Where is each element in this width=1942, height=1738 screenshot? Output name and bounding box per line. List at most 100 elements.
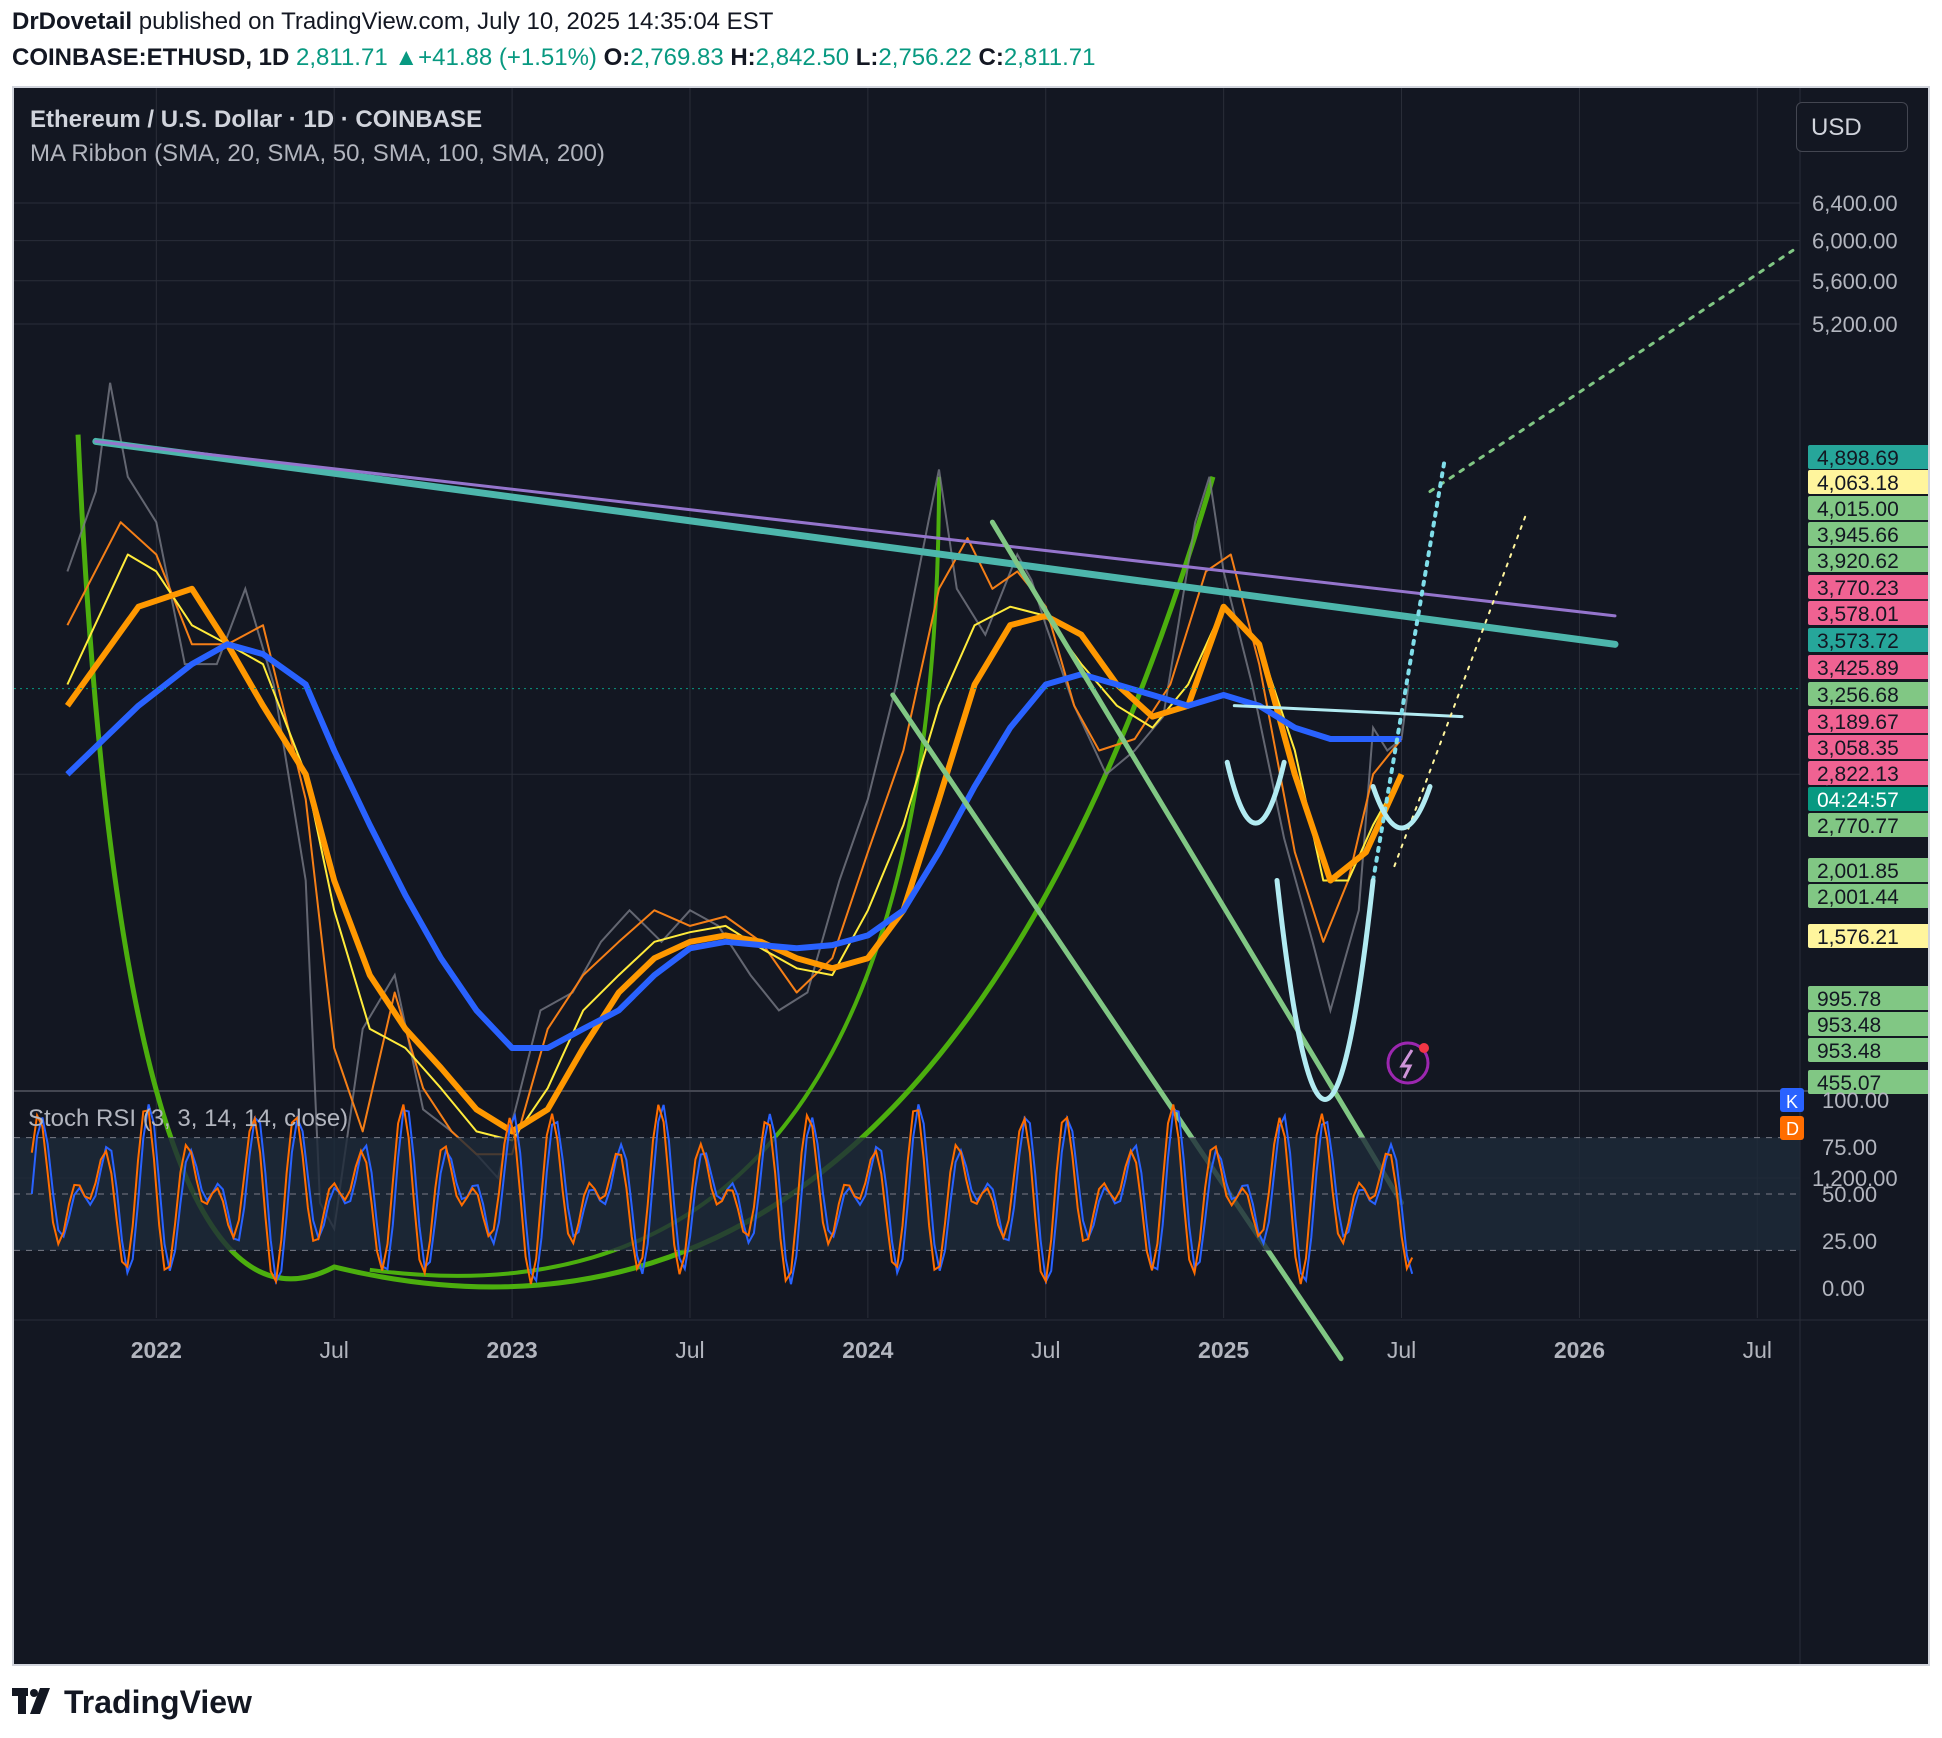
price-label-tag[interactable]: 2,822.13: [1808, 761, 1928, 786]
price-label-text: 1,576.21: [1817, 926, 1899, 949]
price-axis-label: 5,200.00: [1812, 312, 1898, 337]
price-label-bg: [1808, 924, 1928, 948]
price-label-bg: [1808, 709, 1928, 733]
time-axis-label: Jul: [1031, 1337, 1060, 1363]
drawing-neckline-teal[interactable]: [92, 437, 1619, 648]
price-label-text: 3,770.23: [1817, 577, 1899, 600]
handle-arc[interactable]: [1224, 759, 1287, 826]
stoch-legend[interactable]: Stoch RSI (3, 3, 14, 14, close): [28, 1105, 348, 1132]
price-label-bg: [1808, 1012, 1928, 1036]
open-label: O:: [603, 44, 631, 71]
price-label-bg: [1808, 1070, 1928, 1094]
price-label-tag[interactable]: 953.48: [1808, 1012, 1928, 1037]
price-label-text: 3,573.72: [1817, 630, 1899, 653]
change-value: +41.88 (+1.51%): [418, 44, 597, 71]
price-label-tag[interactable]: 3,058.35: [1808, 735, 1928, 760]
price-label-tag[interactable]: 04:24:57: [1808, 787, 1928, 812]
stoch-d-line[interactable]: [30, 1104, 1414, 1285]
price-label-tag[interactable]: 3,425.89: [1808, 655, 1928, 680]
d-badge-text: D: [1786, 1119, 1799, 1139]
price-label-text: 3,058.35: [1817, 737, 1899, 760]
price-axis-label: 6,400.00: [1812, 191, 1898, 216]
tv-logo-icon: [12, 1688, 50, 1714]
time-axis-label: 2025: [1198, 1337, 1249, 1363]
cup-curve-large[interactable]: [75, 434, 1216, 1290]
price-label-text: 2,822.13: [1817, 763, 1899, 786]
drawing-neckline-short[interactable]: [1232, 704, 1464, 719]
price-label-tag[interactable]: 3,573.72: [1808, 628, 1928, 653]
drawing-wedge-upper[interactable]: [989, 519, 1405, 1206]
price-label-text: 4,898.69: [1817, 447, 1899, 470]
drawing-proj-dotted-cyan[interactable]: [1371, 460, 1447, 883]
ma-line-sma-20[interactable]: [66, 521, 1403, 1156]
close-value: 2,811.71: [1003, 44, 1096, 71]
tradingview-logo[interactable]: TradingView: [12, 1680, 252, 1724]
grid-lines: [14, 88, 1800, 1318]
drawing-proj-dotted-yellow[interactable]: [1393, 513, 1528, 868]
price-label-tag[interactable]: 3,770.23: [1808, 575, 1928, 600]
drawing-resistance-purple[interactable]: [94, 439, 1617, 618]
price-label-tag[interactable]: 1,576.21: [1808, 924, 1928, 949]
price-label-bg: [1808, 735, 1928, 759]
stoch-k-badge[interactable]: K: [1780, 1088, 1804, 1112]
chart-legend-title[interactable]: Ethereum / U.S. Dollar · 1D · COINBASE: [30, 106, 482, 134]
price-label-bg: [1808, 628, 1928, 652]
price-label-tag[interactable]: 2,770.77: [1808, 813, 1928, 838]
symbol-description: Ethereum / U.S. Dollar · 1D · COINBASE: [30, 106, 483, 133]
price-label-bg: [1808, 548, 1928, 572]
price-label-text: 4,063.18: [1817, 472, 1899, 495]
price-label-bg: [1808, 655, 1928, 679]
handle-arc[interactable]: [1370, 784, 1433, 831]
stoch-axis-label: 25.00: [1822, 1229, 1877, 1254]
stoch-axis-label: 75.00: [1822, 1135, 1877, 1160]
symbol-label[interactable]: COINBASE:ETHUSD, 1D: [12, 44, 290, 71]
price-chart[interactable]: 6,400.006,000.005,600.005,200.002,400.00…: [14, 88, 1928, 1664]
price-label-text: 953.48: [1817, 1040, 1881, 1063]
change-up-icon: ▲: [394, 44, 419, 71]
handle-arc[interactable]: [1274, 877, 1376, 1102]
price-label-bg: [1808, 858, 1928, 882]
cup-curve-small[interactable]: [369, 476, 942, 1278]
price-label-tag[interactable]: 3,189.67: [1808, 709, 1928, 734]
price-label-tag[interactable]: 995.78: [1808, 986, 1928, 1011]
price-label-tag[interactable]: 3,945.66: [1808, 522, 1928, 547]
price-series[interactable]: [66, 382, 1410, 1232]
price-label-text: 4,015.00: [1817, 498, 1899, 521]
price-label-tag[interactable]: 4,063.18: [1808, 470, 1928, 495]
price-label-tag[interactable]: 4,015.00: [1808, 496, 1928, 521]
lightning-icon: [1399, 1049, 1414, 1079]
price-label-bg: [1808, 601, 1928, 625]
stoch-d-badge[interactable]: D: [1780, 1116, 1804, 1140]
ma-line-sma-200[interactable]: [65, 641, 1402, 1051]
chart-panel[interactable]: 6,400.006,000.005,600.005,200.002,400.00…: [12, 86, 1930, 1666]
price-label-bg: [1808, 986, 1928, 1010]
price-label-tag[interactable]: 953.48: [1808, 1038, 1928, 1063]
ma-line-sma-100[interactable]: [64, 585, 1405, 1135]
time-axis-label: Jul: [1743, 1337, 1772, 1363]
price-axis-label: 1,200.00: [1812, 1166, 1898, 1191]
author-name[interactable]: DrDovetail: [12, 8, 133, 35]
handle-arcs[interactable]: [1224, 759, 1433, 1102]
price-label-text: 3,945.66: [1817, 524, 1899, 547]
price-label-text: 3,425.89: [1817, 657, 1899, 680]
price-label-tag[interactable]: 3,920.62: [1808, 548, 1928, 573]
price-label-tag[interactable]: 2,001.85: [1808, 858, 1928, 883]
price-label-tag[interactable]: 3,256.68: [1808, 682, 1928, 707]
price-label-tag[interactable]: 455.07: [1808, 1070, 1928, 1095]
price-label-text: 2,001.85: [1817, 860, 1899, 883]
price-label-text: 2,001.44: [1817, 886, 1899, 909]
stoch-axis-label: 50.00: [1822, 1182, 1877, 1207]
price-label-bg: [1808, 787, 1928, 811]
price-label-tag[interactable]: 4,898.69: [1808, 445, 1928, 470]
price-label-tag[interactable]: 3,578.01: [1808, 601, 1928, 626]
price-label-tag[interactable]: 2,001.44: [1808, 884, 1928, 909]
currency-button[interactable]: USD: [1796, 102, 1908, 152]
indicator-legend[interactable]: MA Ribbon (SMA, 20, SMA, 50, SMA, 100, S…: [30, 140, 605, 167]
drawing-proj-dotted-green[interactable]: [1428, 248, 1795, 493]
spark-icon[interactable]: [1386, 1041, 1430, 1085]
time-axis-label: 2023: [487, 1337, 538, 1363]
cup-curves[interactable]: [75, 434, 1216, 1290]
open-value: 2,769.83: [630, 44, 724, 71]
price-label-text: 995.78: [1817, 988, 1881, 1011]
price-label-text: 3,920.62: [1817, 550, 1899, 573]
